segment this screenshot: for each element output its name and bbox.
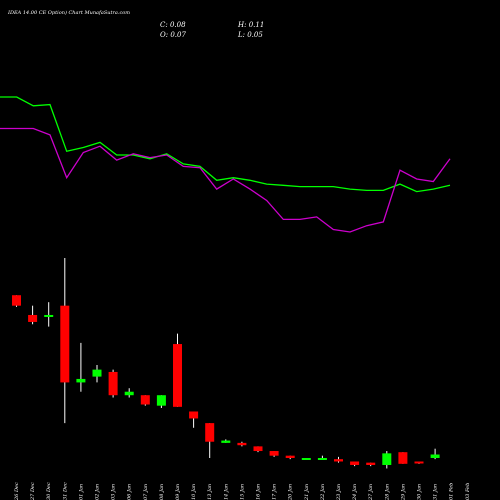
date-tick-label: 02 Jan [95, 484, 101, 500]
date-tick-label: 07 Jan [143, 484, 149, 500]
date-tick-label: 08 Jan [159, 484, 165, 500]
date-tick-label: 09 Jan [175, 484, 181, 500]
candle-up [124, 391, 134, 396]
candle-down [28, 314, 38, 322]
candle-down [398, 452, 408, 464]
date-tick-label: 31 Jan [433, 484, 439, 500]
indicator-lines [0, 96, 451, 233]
candle-up [301, 458, 311, 460]
candle-down [334, 459, 343, 462]
candle-up [317, 458, 327, 460]
candle-up [92, 369, 102, 377]
date-tick-label: 15 Jan [239, 484, 245, 500]
candle-down [237, 442, 247, 446]
candle-down [285, 455, 295, 458]
candle-up [382, 453, 392, 465]
date-tick-label: 14 Jan [223, 484, 229, 500]
date-tick-label: 27 Jan [368, 484, 374, 500]
date-tick-label: 01 Feb [449, 483, 455, 500]
date-tick-label: 17 Jan [272, 484, 278, 500]
candle-up [221, 440, 231, 443]
date-tick-label: 03 Jan [111, 484, 117, 500]
high-readout: H: 0.11 [237, 21, 264, 29]
date-tick-label: 23 Jan [336, 484, 342, 500]
chart-title: IDEA 14.00 CE Option) Chart MunafaSutra.… [7, 9, 130, 16]
date-tick-label: 29 Jan [400, 484, 406, 500]
close-readout: C: 0.08 [160, 21, 186, 29]
candle-down [173, 344, 182, 407]
date-tick-label: 28 Jan [384, 484, 390, 500]
date-tick-label: 16 Jan [256, 484, 262, 500]
candle-down [269, 451, 279, 456]
date-tick-label: 13 Jan [207, 484, 213, 500]
candle-down [350, 461, 360, 465]
magenta-line [0, 127, 451, 233]
candle-down [205, 423, 215, 442]
green-line [0, 96, 451, 193]
date-tick-label: 03 Feb [465, 483, 471, 500]
candle-up [44, 314, 54, 317]
candle-down [108, 371, 118, 396]
date-tick-label: 26 Dec [14, 482, 20, 500]
date-tick-label: 21 Jan [304, 484, 310, 500]
candles [12, 258, 440, 469]
date-tick-label: 20 Jan [288, 484, 294, 500]
open-readout: O: 0.07 [160, 31, 186, 39]
x-axis-ticks: 26 Dec 27 Dec 30 Dec 31 Dec 01 Jan 02 Jan 03 J… [14, 482, 471, 500]
candle-down [189, 411, 199, 419]
candle-down [414, 461, 424, 464]
candle-down [60, 305, 70, 383]
date-tick-label: 06 Jan [127, 484, 133, 500]
date-tick-label: 01 Jan [78, 484, 84, 500]
candle-down [253, 446, 263, 452]
date-tick-label: 10 Jan [191, 484, 197, 500]
date-tick-label: 30 Jan [417, 484, 423, 500]
candle-down [366, 462, 376, 465]
candle-up [76, 378, 86, 383]
candle-up [156, 395, 166, 406]
date-tick-label: 22 Jan [320, 484, 326, 500]
low-readout: L: 0.05 [237, 31, 263, 39]
date-tick-label: 24 Jan [352, 484, 358, 500]
date-tick-label: 27 Dec [30, 482, 36, 500]
date-tick-label: 30 Dec [46, 482, 52, 500]
candle-down [140, 395, 150, 405]
candle-down [12, 295, 21, 306]
candle-up [430, 454, 440, 458]
date-tick-label: 31 Dec [62, 482, 68, 500]
